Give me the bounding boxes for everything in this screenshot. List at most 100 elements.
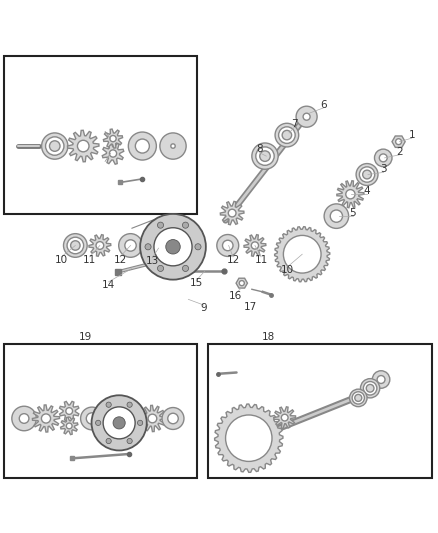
Circle shape — [125, 240, 136, 251]
Circle shape — [275, 123, 299, 147]
Polygon shape — [102, 143, 124, 164]
Polygon shape — [215, 404, 283, 472]
Circle shape — [256, 147, 274, 165]
Circle shape — [71, 241, 80, 250]
Circle shape — [330, 210, 343, 222]
Circle shape — [195, 244, 201, 250]
Circle shape — [42, 414, 50, 423]
Circle shape — [162, 408, 184, 430]
Circle shape — [239, 280, 244, 286]
Polygon shape — [67, 130, 99, 162]
Polygon shape — [337, 181, 364, 208]
Polygon shape — [60, 401, 79, 421]
Text: 13: 13 — [146, 256, 159, 266]
Bar — [4, 344, 197, 478]
Circle shape — [92, 395, 147, 450]
Circle shape — [110, 150, 117, 157]
Circle shape — [374, 149, 392, 167]
Circle shape — [372, 371, 390, 388]
Polygon shape — [139, 405, 166, 432]
Text: 18: 18 — [261, 333, 275, 343]
Circle shape — [281, 414, 288, 421]
Circle shape — [67, 237, 84, 254]
Circle shape — [106, 439, 111, 443]
Polygon shape — [103, 129, 123, 148]
Circle shape — [145, 244, 151, 250]
Circle shape — [46, 137, 64, 155]
Text: 4: 4 — [364, 186, 371, 196]
Text: 16: 16 — [229, 291, 242, 301]
Circle shape — [171, 144, 175, 148]
Text: 10: 10 — [280, 265, 293, 275]
Circle shape — [252, 143, 278, 169]
Circle shape — [166, 239, 180, 254]
Text: 7: 7 — [291, 119, 298, 129]
Circle shape — [148, 414, 157, 423]
Circle shape — [303, 113, 310, 120]
Text: 6: 6 — [320, 100, 327, 110]
Polygon shape — [145, 232, 171, 259]
Circle shape — [157, 265, 163, 271]
Circle shape — [42, 133, 68, 159]
Circle shape — [283, 236, 321, 273]
Circle shape — [64, 233, 87, 257]
Circle shape — [154, 228, 192, 266]
Polygon shape — [275, 227, 330, 282]
Text: 17: 17 — [244, 302, 257, 312]
Circle shape — [81, 407, 103, 430]
Circle shape — [113, 417, 125, 429]
Circle shape — [396, 139, 402, 144]
Circle shape — [183, 222, 189, 228]
Circle shape — [106, 402, 111, 407]
Circle shape — [160, 133, 186, 159]
Circle shape — [282, 131, 292, 140]
Polygon shape — [220, 201, 244, 225]
Text: 12: 12 — [226, 255, 240, 265]
Circle shape — [78, 140, 89, 152]
Polygon shape — [60, 417, 78, 434]
Circle shape — [223, 240, 233, 251]
Text: 8: 8 — [256, 144, 263, 154]
Circle shape — [86, 413, 98, 424]
Circle shape — [140, 214, 206, 280]
Text: 10: 10 — [55, 255, 68, 265]
Text: 9: 9 — [200, 303, 207, 313]
Text: 15: 15 — [190, 278, 203, 288]
Text: 14: 14 — [102, 280, 115, 290]
Circle shape — [66, 408, 73, 415]
Circle shape — [296, 106, 317, 127]
Circle shape — [346, 190, 355, 199]
Circle shape — [153, 241, 162, 250]
Polygon shape — [32, 405, 60, 432]
Circle shape — [49, 141, 60, 151]
Circle shape — [377, 376, 385, 383]
Text: 11: 11 — [83, 255, 96, 265]
Circle shape — [12, 406, 36, 431]
Text: 19: 19 — [79, 333, 92, 343]
Circle shape — [66, 423, 72, 429]
Circle shape — [324, 204, 349, 229]
Text: 5: 5 — [349, 208, 356, 218]
Text: 2: 2 — [396, 147, 403, 157]
Circle shape — [352, 392, 364, 404]
Polygon shape — [244, 235, 266, 256]
Circle shape — [127, 439, 132, 443]
Circle shape — [366, 384, 374, 392]
Polygon shape — [236, 278, 247, 288]
Circle shape — [182, 265, 188, 271]
Circle shape — [128, 132, 156, 160]
Circle shape — [95, 420, 101, 425]
Circle shape — [228, 209, 236, 217]
Circle shape — [359, 167, 374, 182]
Circle shape — [260, 151, 270, 161]
Circle shape — [364, 382, 377, 395]
Circle shape — [360, 378, 380, 398]
Circle shape — [217, 235, 239, 256]
Bar — [4, 56, 197, 214]
Circle shape — [226, 415, 272, 462]
Bar — [208, 344, 432, 478]
Circle shape — [135, 139, 149, 153]
Text: 3: 3 — [380, 164, 387, 174]
Polygon shape — [89, 235, 111, 256]
Text: 11: 11 — [254, 255, 268, 265]
